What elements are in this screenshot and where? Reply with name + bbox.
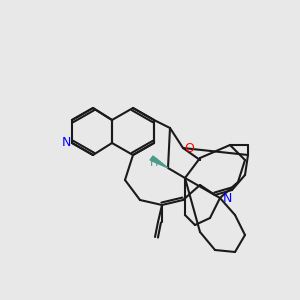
Text: N: N [222,191,232,205]
Text: H: H [150,158,158,168]
Polygon shape [150,156,168,168]
Text: O: O [184,142,194,154]
Text: N: N [61,136,71,149]
